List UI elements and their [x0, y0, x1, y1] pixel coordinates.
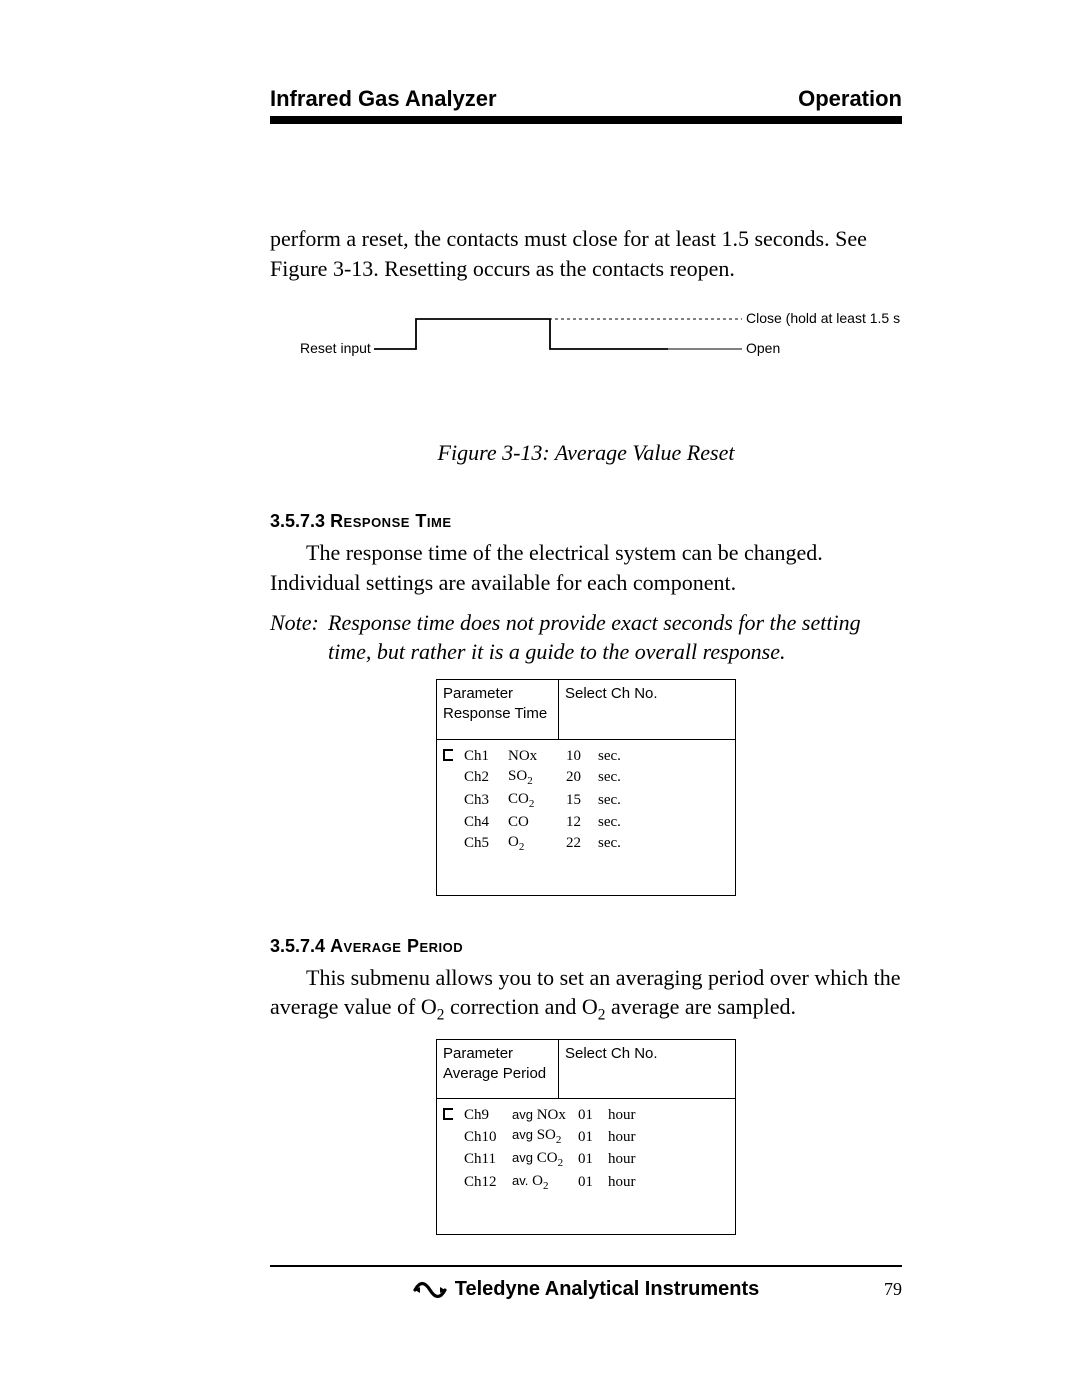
panel1-head-line2: Response Time — [443, 704, 552, 724]
section-3574-heading: 3.5.7.4 Average Period — [270, 936, 902, 957]
panel1-body: Ch1NOx10sec.Ch2SO220sec.Ch3CO215sec.Ch4C… — [437, 739, 735, 895]
para-3574-mid: correction and O — [444, 994, 597, 1019]
reset-input-diagram: Reset inputClose (hold at least 1.5 sec.… — [300, 305, 882, 380]
svg-text:Close (hold at least 1.5 sec.): Close (hold at least 1.5 sec.) — [746, 310, 900, 326]
table-row: Ch11avg CO201hour — [443, 1148, 643, 1171]
table-row: Ch5O222sec. — [443, 832, 628, 855]
panel2-head-line2: Average Period — [443, 1064, 552, 1084]
table-row: Ch1NOx10sec. — [443, 746, 628, 766]
table-row: Ch4CO12sec. — [443, 812, 628, 832]
footer-text: Teledyne Analytical Instruments — [455, 1278, 760, 1301]
svg-text:Open: Open — [746, 340, 780, 356]
header-right: Operation — [798, 86, 902, 112]
section-title: Response Time — [330, 511, 451, 531]
section-number: 3.5.7.3 — [270, 511, 325, 531]
panel2-head-line1: Parameter — [443, 1044, 552, 1064]
para-3574: This submenu allows you to set an averag… — [270, 963, 902, 1027]
header-rule — [270, 116, 902, 124]
footer-rule — [270, 1265, 902, 1267]
table-row: Ch3CO215sec. — [443, 789, 628, 812]
note-label: Note: — [270, 608, 328, 667]
table-row: Ch2SO220sec. — [443, 766, 628, 789]
table-row: Ch12av. O201hour — [443, 1171, 643, 1194]
para-3574-post: average are sampled. — [605, 994, 796, 1019]
svg-text:Reset input: Reset input — [300, 340, 371, 356]
panel2-head-right: Select Ch No. — [559, 1040, 735, 1099]
response-time-panel: Parameter Response Time Select Ch No. Ch… — [436, 679, 736, 896]
section-3573-heading: 3.5.7.3 Response Time — [270, 511, 902, 532]
average-period-panel: Parameter Average Period Select Ch No. C… — [436, 1039, 736, 1235]
section-number: 3.5.7.4 — [270, 936, 325, 956]
note-body: Response time does not provide exact sec… — [328, 608, 902, 667]
table-row: Ch10avg SO201hour — [443, 1125, 643, 1148]
page-number: 79 — [884, 1279, 902, 1300]
section-title: Average Period — [330, 936, 463, 956]
note-3573: Note: Response time does not provide exa… — [270, 608, 902, 667]
panel1-head-right: Select Ch No. — [559, 680, 735, 739]
panel2-head-left: Parameter Average Period — [437, 1040, 559, 1099]
intro-paragraph: perform a reset, the contacts must close… — [270, 224, 902, 283]
table-row: Ch9avg NOx01hour — [443, 1105, 643, 1125]
panel2-body: Ch9avg NOx01hourCh10avg SO201hourCh11avg… — [437, 1098, 735, 1234]
teledyne-logo-icon — [413, 1280, 447, 1300]
para-3573: The response time of the electrical syst… — [270, 538, 902, 597]
panel1-head-left: Parameter Response Time — [437, 680, 559, 739]
page-header: Infrared Gas Analyzer Operation — [270, 86, 902, 112]
figure-caption: Figure 3-13: Average Value Reset — [270, 440, 902, 466]
panel1-head-line1: Parameter — [443, 684, 552, 704]
page-footer: Teledyne Analytical Instruments 79 — [270, 1278, 902, 1301]
header-left: Infrared Gas Analyzer — [270, 86, 497, 112]
